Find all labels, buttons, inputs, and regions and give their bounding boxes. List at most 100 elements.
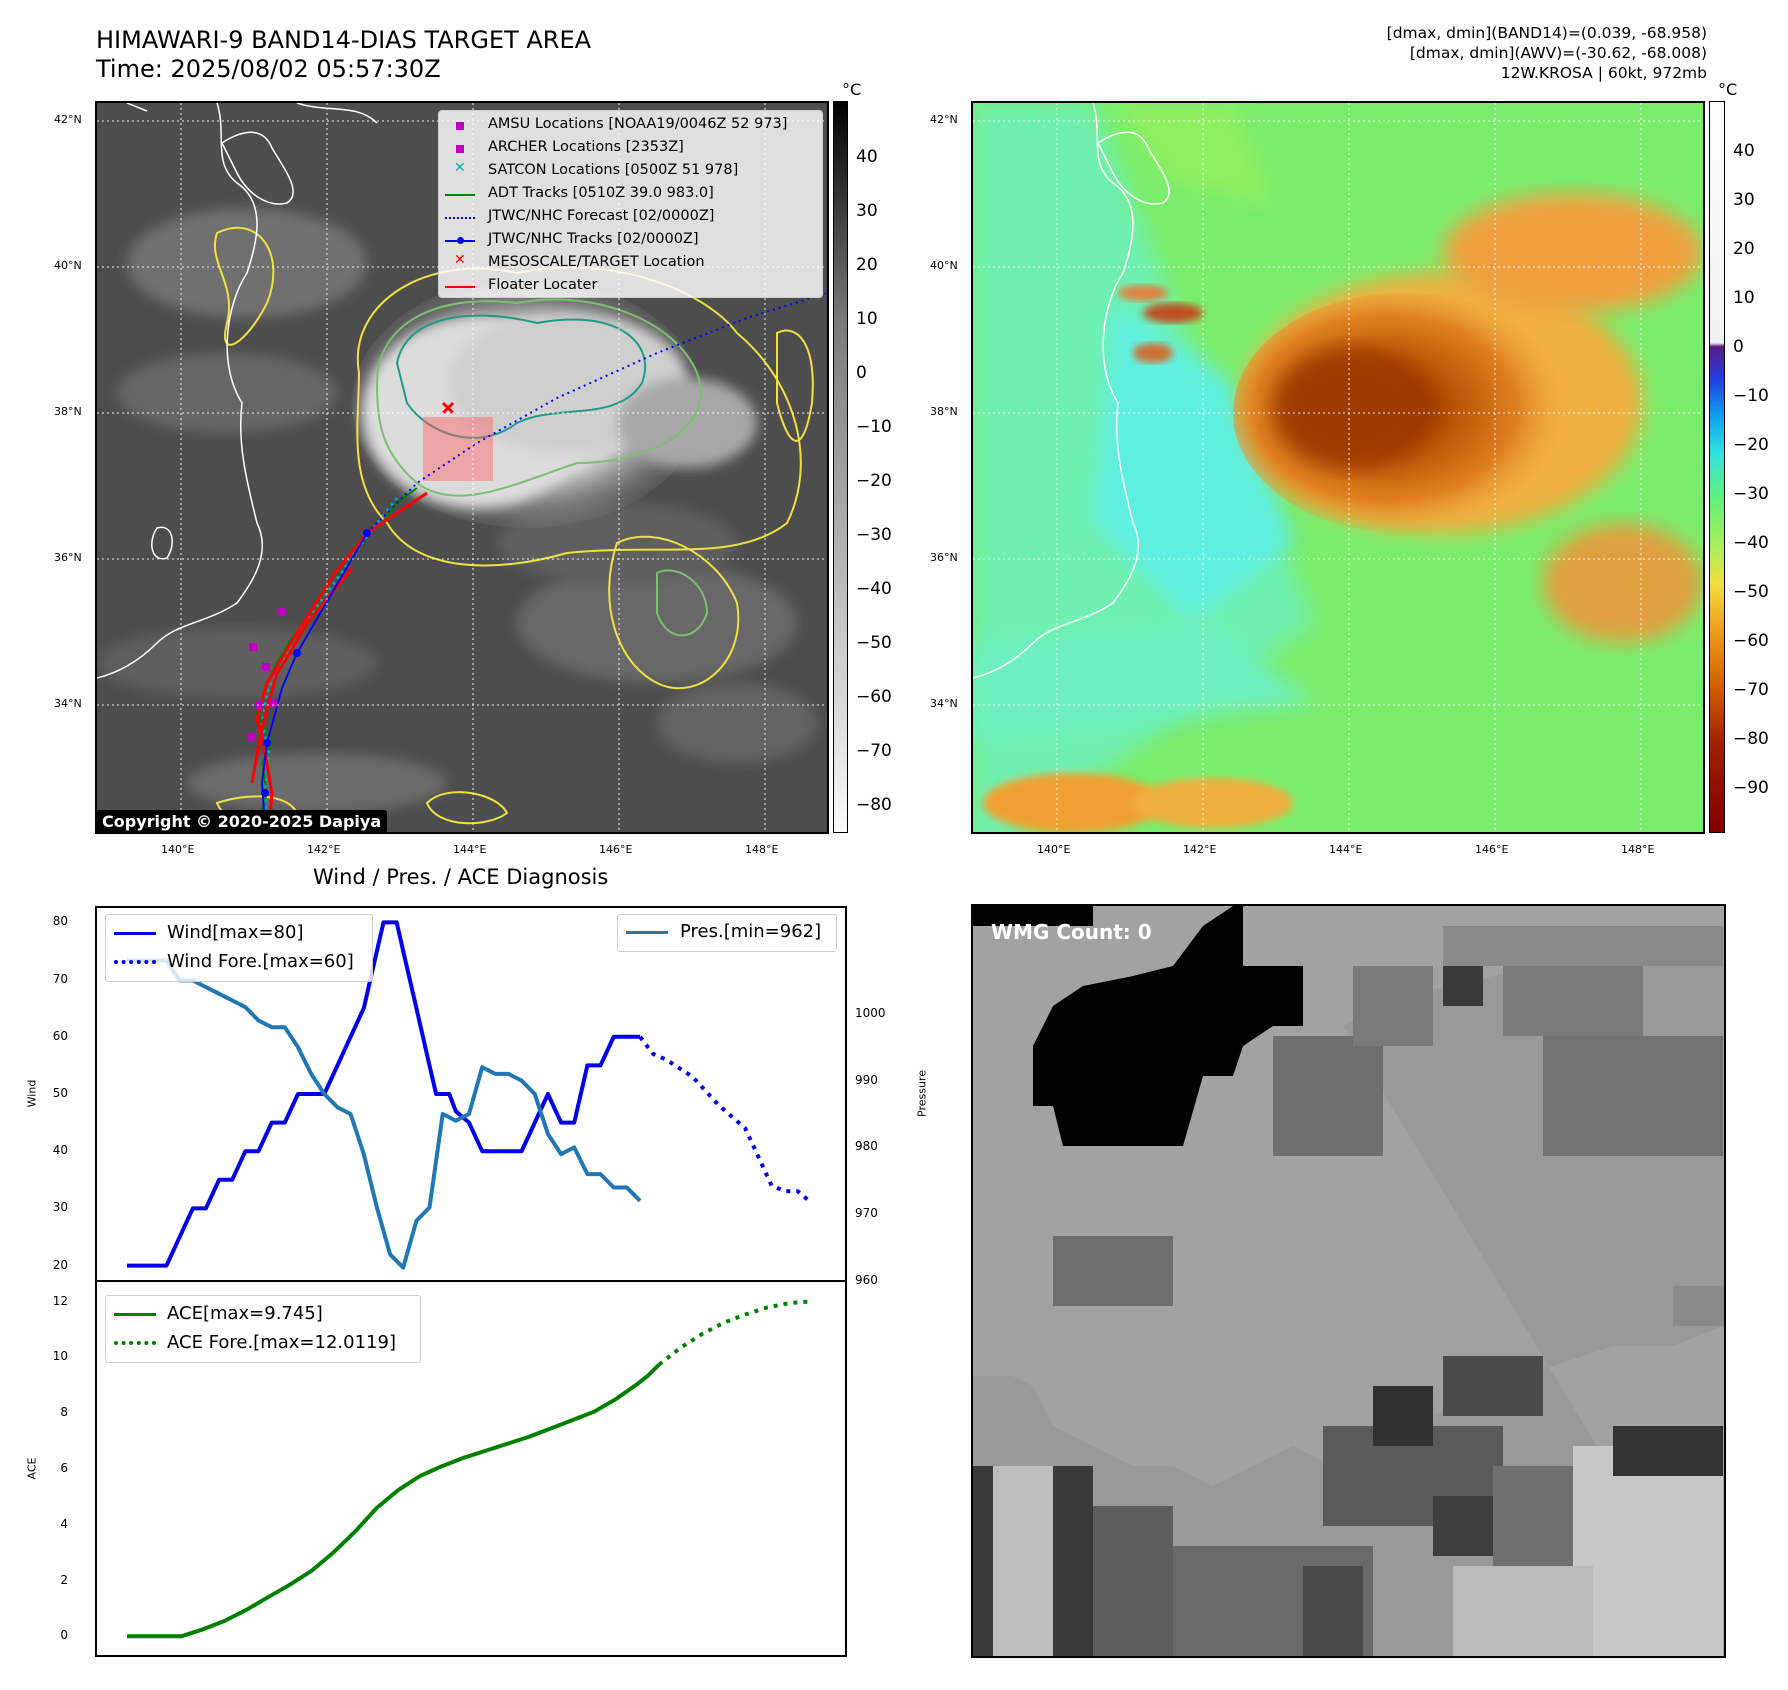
pressure-line-icon [626,931,668,934]
wind-line-icon [114,932,156,935]
legend-item-archer: ARCHER Locations [2353Z] [439,138,822,160]
pressure-axis-label: Pressure [915,1070,929,1117]
ace-axis-label: ACE [25,1457,39,1480]
copyright-badge: Copyright © 2020-2025 Dapiya [97,810,388,832]
figure-title: HIMAWARI-9 BAND14-DIAS TARGET AREA [96,26,592,54]
ace-tick-label: 12 [52,1293,68,1308]
legend-item-satcon: ✕ SATCON Locations [0500Z 51 978] [439,160,822,183]
ir-cbar-tick: −70 [856,741,892,761]
archer-marker-icon [456,145,464,153]
wind-tick-label: 70 [52,971,68,986]
wmg-image [973,906,1724,1656]
legend-item-pressure: Pres.[min=962] [618,920,836,948]
lon-label: 148°E [745,843,779,856]
awv-satellite-panel [971,101,1705,834]
ir-cbar-tick: 0 [856,363,867,383]
ir-cbar-tick: 20 [856,255,878,275]
lat-label: 34°N [54,697,82,710]
legend-item-ace: ACE[max=9.745] [106,1302,420,1330]
wind-axis-label: Wind [25,1079,39,1108]
legend-label: Wind[max=80] [167,922,304,943]
ir-cbar-tick: −50 [856,633,892,653]
lat-label: 42°N [54,113,82,126]
wind-tick-label: 60 [52,1028,68,1043]
wind-tick-label: 20 [52,1257,68,1272]
legend-label: JTWC/NHC Forecast [02/0000Z] [488,208,715,224]
wind-fore-line-icon [114,960,156,964]
ir-cbar-tick: −40 [856,579,892,599]
lon-label: 142°E [307,843,341,856]
ir-cbar-tick: −20 [856,471,892,491]
awv-cbar-tick: −60 [1733,631,1769,651]
ace-legend: ACE[max=9.745] ACE Fore.[max=12.0119] [105,1295,421,1363]
band14-minmax: [dmax, dmin](BAND14)=(0.039, -68.958) [1386,24,1707,42]
wind-tick-label: 30 [52,1200,68,1215]
legend-label: ADT Tracks [0510Z 39.0 983.0] [488,185,714,201]
series-line-1 [638,1035,813,1205]
amsu-marker-icon [456,122,464,130]
lon-label: 142°E [1183,843,1217,856]
awv-cbar-tick: −90 [1733,778,1769,798]
awv-cbar-tick: 30 [1733,190,1755,210]
ace-tick-label: 2 [60,1572,68,1587]
pressure-tick-label: 970 [855,1206,878,1221]
ir-cbar-tick: −10 [856,417,892,437]
legend-label: AMSU Locations [NOAA19/0046Z 52 973] [488,116,788,132]
ace-fore-line-icon [114,1341,156,1345]
lat-label: 38°N [54,405,82,418]
diagnosis-chart-title: Wind / Pres. / ACE Diagnosis [313,865,609,889]
ace-tick-label: 4 [60,1516,68,1531]
legend-label: Wind Fore.[max=60] [167,951,354,972]
ir-legend: AMSU Locations [NOAA19/0046Z 52 973] ARC… [438,110,823,298]
ir-cbar-tick: 40 [856,147,878,167]
wind-legend: Wind[max=80] Wind Fore.[max=60] [105,914,373,982]
ir-colorbar [833,101,848,833]
satcon-marker-icon: ✕ [454,160,466,176]
awv-cbar-tick: 40 [1733,141,1755,161]
diagnosis-chart-svg [91,906,851,1657]
awv-cbar-tick: −40 [1733,533,1769,553]
series-line-2 [127,958,642,1270]
legend-label: Pres.[min=962] [680,921,822,942]
legend-label: SATCON Locations [0500Z 51 978] [488,162,739,178]
wind-tick-label: 80 [52,914,68,929]
awv-minmax: [dmax, dmin](AWV)=(-30.62, -68.008) [1409,44,1707,62]
legend-item-ace-fore: ACE Fore.[max=12.0119] [106,1331,420,1359]
ace-tick-label: 8 [60,1405,68,1420]
tracks-dot-icon [457,237,464,244]
awv-cbar-tick: −70 [1733,680,1769,700]
pressure-tick-label: 1000 [855,1005,886,1020]
forecast-line-icon [445,217,475,219]
ir-cbar-tick: −60 [856,687,892,707]
lon-label: 140°E [161,843,195,856]
wind-tick-label: 50 [52,1086,68,1100]
pressure-tick-label: 960 [855,1273,878,1287]
lon-label: 140°E [1037,843,1071,856]
legend-label: Floater Locater [488,277,598,293]
awv-cbar-tick: −30 [1733,484,1769,504]
lon-label: 146°E [1475,843,1509,856]
awv-satellite-image [973,103,1703,832]
awv-colorbar [1709,101,1725,833]
legend-label: MESOSCALE/TARGET Location [488,254,705,270]
legend-label: ARCHER Locations [2353Z] [488,139,684,155]
lon-label: 144°E [453,843,487,856]
legend-label: ACE Fore.[max=12.0119] [167,1332,396,1353]
awv-gridlines [973,103,1703,832]
figure-time: Time: 2025/08/02 05:57:30Z [96,55,441,83]
ace-series-line-1 [657,1299,812,1367]
target-marker-icon: ✕ [454,252,466,268]
adt-line-icon [445,194,475,196]
ace-tick-label: 6 [60,1461,68,1475]
lat-label: 34°N [930,697,958,710]
wmg-panel: WMG Count: 0 [971,904,1726,1658]
awv-cbar-tick: 20 [1733,239,1755,259]
ace-tick-label: 10 [52,1349,68,1364]
legend-item-wind-fore: Wind Fore.[max=60] [106,950,372,978]
storm-info: 12W.KROSA | 60kt, 972mb [1500,64,1707,82]
ace-line-icon [114,1313,156,1316]
legend-item-amsu: AMSU Locations [NOAA19/0046Z 52 973] [439,115,822,137]
lat-label: 36°N [930,551,958,564]
awv-cbar-tick: −80 [1733,729,1769,749]
ir-satellite-panel: AMSU Locations [NOAA19/0046Z 52 973] ARC… [95,101,829,834]
